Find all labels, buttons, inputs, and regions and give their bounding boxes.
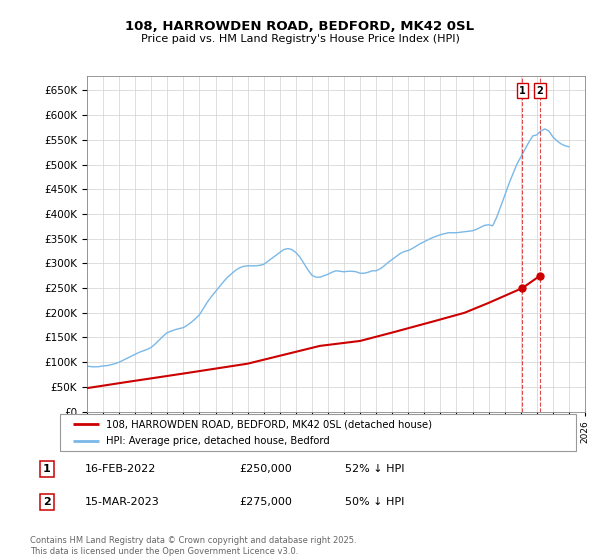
Text: 1: 1 (43, 464, 50, 474)
Text: 52% ↓ HPI: 52% ↓ HPI (344, 464, 404, 474)
Text: HPI: Average price, detached house, Bedford: HPI: Average price, detached house, Bedf… (106, 436, 330, 446)
Text: £250,000: £250,000 (240, 464, 293, 474)
Text: 50% ↓ HPI: 50% ↓ HPI (344, 497, 404, 507)
Text: 2: 2 (536, 86, 544, 96)
Text: 1: 1 (519, 86, 526, 96)
Text: Contains HM Land Registry data © Crown copyright and database right 2025.
This d: Contains HM Land Registry data © Crown c… (30, 536, 356, 556)
Text: Price paid vs. HM Land Registry's House Price Index (HPI): Price paid vs. HM Land Registry's House … (140, 34, 460, 44)
Text: 16-FEB-2022: 16-FEB-2022 (85, 464, 157, 474)
FancyBboxPatch shape (60, 414, 576, 451)
Text: 2: 2 (43, 497, 50, 507)
Text: £275,000: £275,000 (240, 497, 293, 507)
Text: 108, HARROWDEN ROAD, BEDFORD, MK42 0SL: 108, HARROWDEN ROAD, BEDFORD, MK42 0SL (125, 20, 475, 32)
Text: 108, HARROWDEN ROAD, BEDFORD, MK42 0SL (detached house): 108, HARROWDEN ROAD, BEDFORD, MK42 0SL (… (106, 419, 433, 429)
Text: 15-MAR-2023: 15-MAR-2023 (85, 497, 160, 507)
